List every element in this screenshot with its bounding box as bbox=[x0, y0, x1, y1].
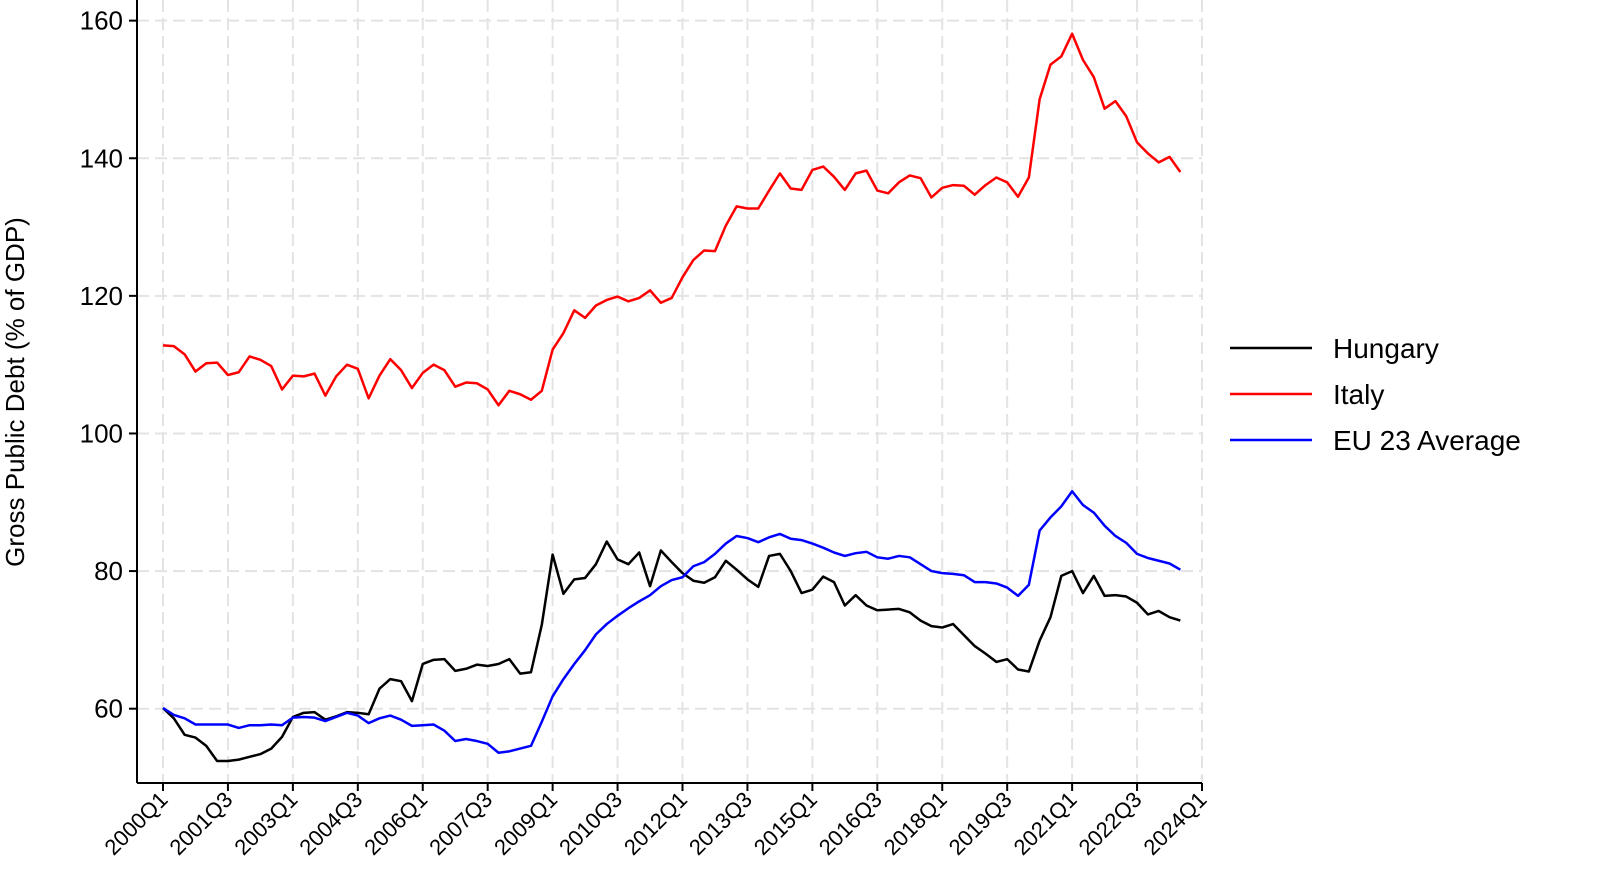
x-tick-label: 2001Q3 bbox=[164, 787, 237, 860]
series-line bbox=[162, 540, 1181, 763]
x-tick-label: 2022Q3 bbox=[1074, 787, 1147, 860]
x-tick-label: 2013Q3 bbox=[684, 787, 757, 860]
x-tick-label: 2010Q3 bbox=[554, 787, 627, 860]
x-tick-label: 2006Q1 bbox=[359, 787, 432, 860]
series-line bbox=[162, 32, 1182, 407]
x-tick-label: 2012Q1 bbox=[619, 787, 692, 860]
x-tick-label: 2015Q1 bbox=[749, 787, 822, 860]
x-tick-label: 2024Q1 bbox=[1138, 787, 1211, 860]
x-tick-label: 2016Q3 bbox=[814, 787, 887, 860]
x-tick-label: 2019Q3 bbox=[944, 787, 1017, 860]
x-tick-label: 2007Q3 bbox=[424, 787, 497, 860]
x-tick-label: 2004Q3 bbox=[294, 787, 367, 860]
legend-label: Hungary bbox=[1333, 333, 1439, 364]
legend-label: EU 23 Average bbox=[1333, 425, 1521, 456]
y-axis-label: Gross Public Debt (% of GDP) bbox=[0, 217, 30, 567]
y-tick-label: 120 bbox=[80, 281, 123, 311]
y-tick-label: 100 bbox=[80, 418, 123, 448]
y-tick-label: 80 bbox=[94, 556, 123, 586]
y-tick-label: 160 bbox=[80, 6, 123, 36]
y-tick-label: 60 bbox=[94, 694, 123, 724]
x-tick-label: 2009Q1 bbox=[489, 787, 562, 860]
x-tick-label: 2018Q1 bbox=[879, 787, 952, 860]
legend-label: Italy bbox=[1333, 379, 1384, 410]
x-tick-label: 2000Q1 bbox=[99, 787, 172, 860]
x-tick-label: 2003Q1 bbox=[229, 787, 302, 860]
series-line bbox=[162, 490, 1181, 754]
x-tick-label: 2021Q1 bbox=[1009, 787, 1082, 860]
y-tick-label: 140 bbox=[80, 143, 123, 173]
